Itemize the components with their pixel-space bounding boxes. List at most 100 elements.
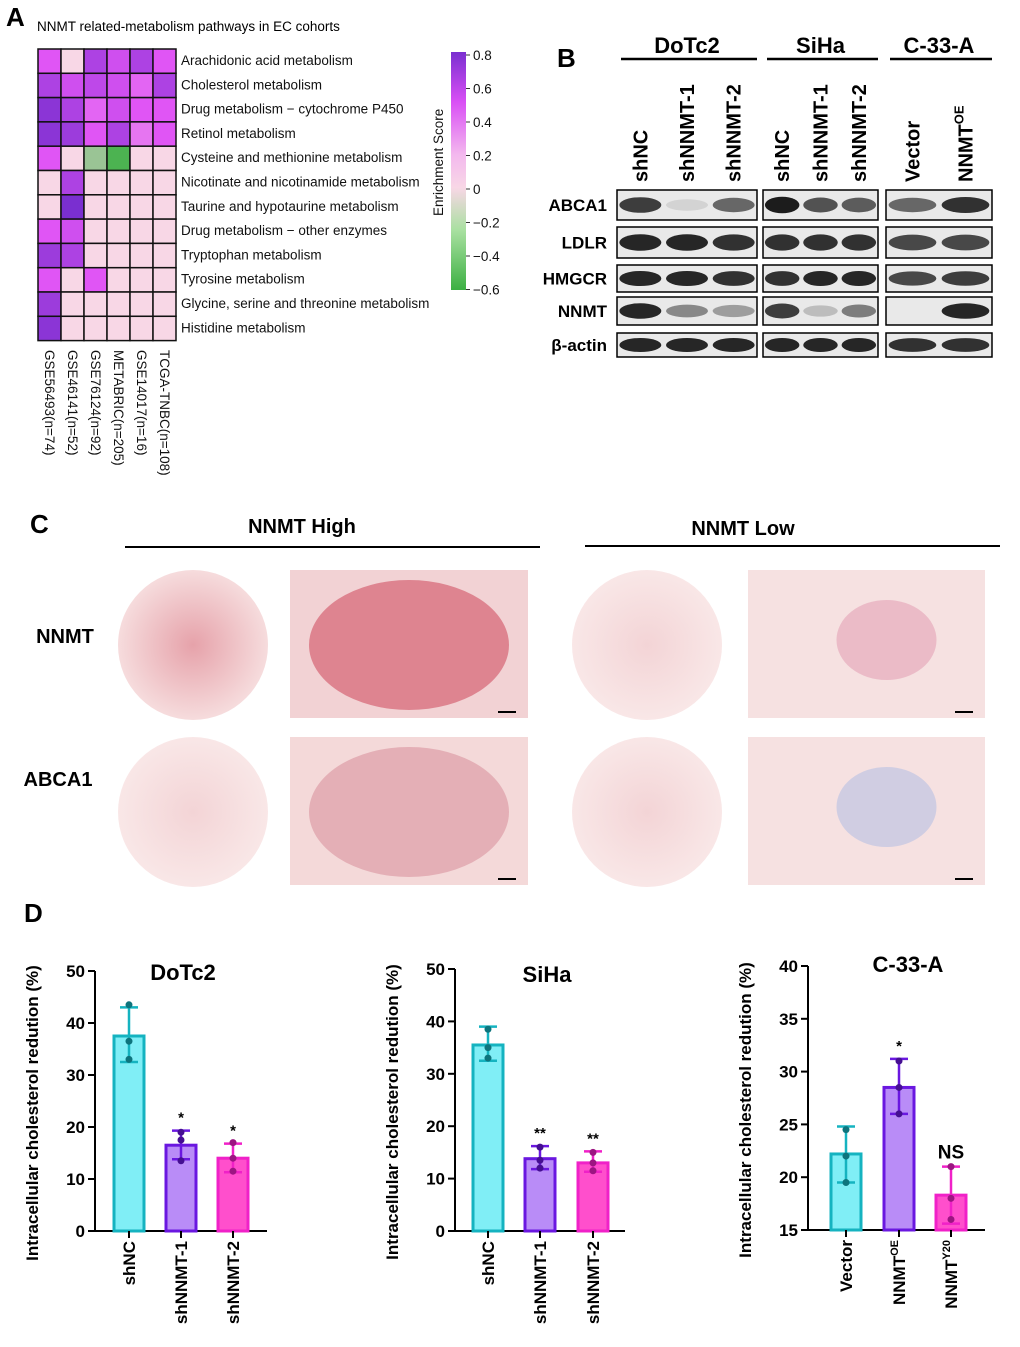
heatmap-cell — [106, 145, 131, 172]
heatmap-cell — [37, 242, 62, 269]
heatmap-cell — [60, 48, 85, 75]
data-point — [895, 1083, 903, 1091]
heatmap-cell — [37, 218, 62, 245]
colorbar-tick-label: 0.8 — [473, 48, 492, 63]
heatmap-cell — [129, 145, 154, 172]
blot-band — [941, 271, 990, 286]
heatmap-cell — [129, 96, 154, 123]
data-point — [229, 1154, 237, 1162]
data-point — [895, 1057, 903, 1065]
bar-charts: DoTc2 Intracellular cholesterol redution … — [23, 952, 985, 1324]
blot-group-label: DoTc2 — [654, 33, 720, 58]
data-point — [229, 1167, 237, 1175]
colorbar-tick-label: 0 — [473, 182, 481, 197]
blot-band — [803, 305, 838, 317]
blot-band — [803, 234, 838, 251]
heatmap-cell — [106, 291, 131, 318]
colorbar-tick-label: −0.6 — [473, 283, 500, 298]
data-point — [484, 1044, 492, 1052]
heatmap-cell — [152, 315, 177, 342]
data-point — [589, 1159, 597, 1167]
y-tick-label: 0 — [436, 1222, 445, 1241]
blot-band — [619, 234, 662, 251]
heatmap-row-label: Glycine, serine and threonine metabolism — [181, 296, 429, 311]
bar — [471, 1043, 505, 1233]
blot-group-label: C-33-A — [904, 33, 975, 58]
blot-lane-label: shNNMT-1 — [677, 84, 699, 182]
heatmap-cell — [60, 291, 85, 318]
data-point — [177, 1128, 185, 1136]
y-axis-label: Intracellular cholesterol redution (%) — [23, 965, 42, 1261]
heatmap-cell — [60, 315, 85, 342]
y-tick-label: 30 — [66, 1066, 85, 1085]
blot-protein-label: HMGCR — [543, 270, 607, 289]
data-point — [536, 1164, 544, 1172]
panel-label-a: A — [6, 2, 25, 32]
heatmap-cell — [106, 315, 131, 342]
heatmap-cell — [106, 96, 131, 123]
y-tick-label: 30 — [779, 1063, 798, 1082]
x-tick-label: shNC — [479, 1241, 498, 1285]
blot-band — [941, 338, 990, 352]
blot-band — [888, 338, 937, 352]
heatmap-cell — [60, 145, 85, 172]
ihc-overview-image — [572, 737, 722, 887]
y-tick-label: 20 — [779, 1168, 798, 1187]
heatmap-cell — [152, 96, 177, 123]
heatmap-row-label: Tryptophan metabolism — [181, 247, 322, 262]
heatmap-cell — [83, 315, 108, 342]
chart-title: C-33-A — [873, 952, 944, 977]
y-tick-label: 20 — [66, 1118, 85, 1137]
heatmap-cell — [106, 121, 131, 147]
heatmap-cell — [129, 121, 154, 147]
heatmap-row-label: Drug metabolism − other enzymes — [181, 223, 387, 238]
data-point — [947, 1194, 955, 1202]
colorbar-tick-label: 0.2 — [473, 149, 492, 164]
heatmap-cell — [152, 48, 177, 75]
significance-label: ** — [534, 1125, 546, 1142]
y-tick-label: 0 — [76, 1222, 85, 1241]
ihc-row-label-abca1: ABCA1 — [24, 769, 93, 791]
heatmap-cell — [83, 266, 108, 293]
heatmap-cell — [83, 145, 108, 172]
heatmap-cell — [83, 121, 108, 147]
ihc-row-label-nnmt: NNMT — [36, 626, 94, 648]
x-tick-label: shNC — [120, 1241, 139, 1285]
x-tick-label: shNNMT-2 — [224, 1241, 243, 1324]
heatmap-column-label: GSE76124(n=92) — [88, 350, 103, 455]
x-tick-label: NNMTOE — [889, 1240, 909, 1305]
y-tick-label: 40 — [66, 1014, 85, 1033]
data-point — [842, 1126, 850, 1134]
blot-band — [619, 337, 662, 353]
heatmap-cell — [106, 169, 131, 196]
blot-lane-label: shNNMT-2 — [849, 84, 871, 182]
heatmap-cell — [37, 315, 62, 342]
significance-label: NS — [938, 1143, 964, 1164]
colorbar-tick-label: 0.4 — [473, 115, 492, 130]
blot-band — [803, 197, 838, 213]
data-point — [177, 1157, 185, 1165]
heatmap-cell — [152, 169, 177, 196]
heatmap-row-label: Histidine metabolism — [181, 320, 306, 335]
blot-band — [712, 234, 755, 251]
blot-band — [888, 271, 937, 286]
heatmap-cell — [83, 218, 108, 245]
blot-band — [803, 337, 838, 353]
heatmap-cell — [37, 96, 62, 123]
ihc-images — [118, 570, 985, 887]
significance-label: * — [178, 1110, 184, 1127]
colorbar-label: Enrichment Score — [431, 109, 446, 216]
blot-band — [764, 303, 800, 319]
blot-protein-label: NNMT — [558, 302, 608, 321]
data-point — [229, 1139, 237, 1147]
significance-label: ** — [587, 1130, 599, 1147]
blot-band — [888, 197, 937, 213]
heatmap-cell — [83, 291, 108, 318]
y-tick-label: 30 — [426, 1065, 445, 1084]
colorbar-ticks: 0.8 0.6 0.4 0.2 0 −0.2 −0.4 −0.6 — [466, 48, 500, 298]
y-tick-label: 15 — [779, 1221, 798, 1240]
x-tick-label: shNNMT-2 — [584, 1241, 603, 1324]
ihc-cell-cluster — [309, 747, 509, 877]
blot-band — [764, 337, 800, 353]
